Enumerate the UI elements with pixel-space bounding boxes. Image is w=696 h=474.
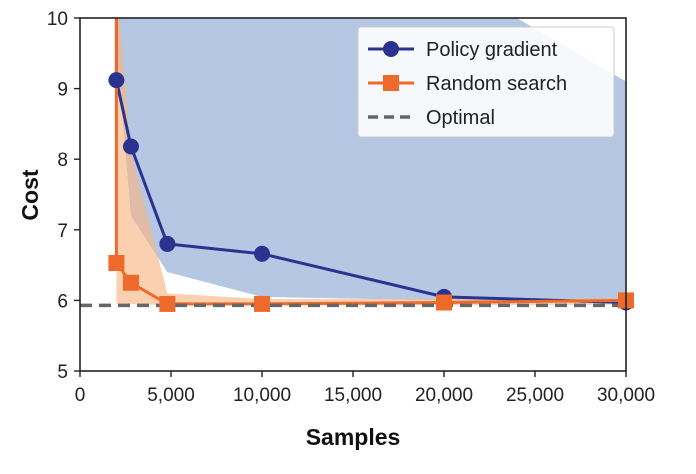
x-tick-label: 0: [75, 385, 86, 406]
legend-label-policy-gradient: Policy gradient: [426, 39, 558, 61]
legend-marker-random-search: [383, 75, 399, 91]
policy-gradient-point: [254, 245, 270, 262]
x-axis-label: Samples: [306, 424, 401, 450]
legend-entry-random-search: Random search: [368, 73, 567, 95]
legend-box: [357, 26, 615, 138]
x-tick-label: 5,000: [147, 385, 195, 406]
x-tick-label: 10,000: [233, 385, 291, 406]
x-tick-label: 20,000: [415, 385, 473, 406]
x-tick-label: 15,000: [324, 385, 382, 406]
y-axis-label: Cost: [17, 169, 43, 220]
x-tick-label: 25,000: [506, 385, 564, 406]
legend-marker-policy-gradient: [383, 41, 399, 57]
y-tick-label: 6: [57, 291, 68, 312]
y-tick-label: 5: [57, 362, 68, 383]
x-axis-ticks: 0 5,000 10,000 15,000 20,000 25,000 30,000: [75, 371, 655, 406]
legend-label-random-search: Random search: [426, 73, 567, 95]
policy-gradient-point: [108, 72, 125, 89]
y-axis-ticks: 5 6 7 8 9 10: [47, 9, 80, 383]
y-tick-label: 10: [47, 9, 68, 30]
legend: Policy gradient Random search Optimal: [357, 26, 615, 138]
random-search-point: [122, 274, 139, 291]
random-search-point: [108, 254, 125, 271]
random-search-point: [254, 295, 270, 312]
legend-entry-optimal: Optimal: [368, 107, 495, 129]
policy-gradient-point: [122, 138, 139, 155]
x-tick-label: 30,000: [597, 385, 655, 406]
random-search-point: [436, 294, 452, 311]
y-tick-label: 7: [57, 221, 68, 242]
y-tick-label: 8: [57, 150, 68, 171]
legend-entry-policy-gradient: Policy gradient: [368, 39, 558, 61]
policy-gradient-point: [159, 235, 176, 252]
legend-label-optimal: Optimal: [426, 107, 495, 129]
y-tick-label: 9: [57, 80, 68, 101]
random-search-point: [159, 295, 176, 312]
